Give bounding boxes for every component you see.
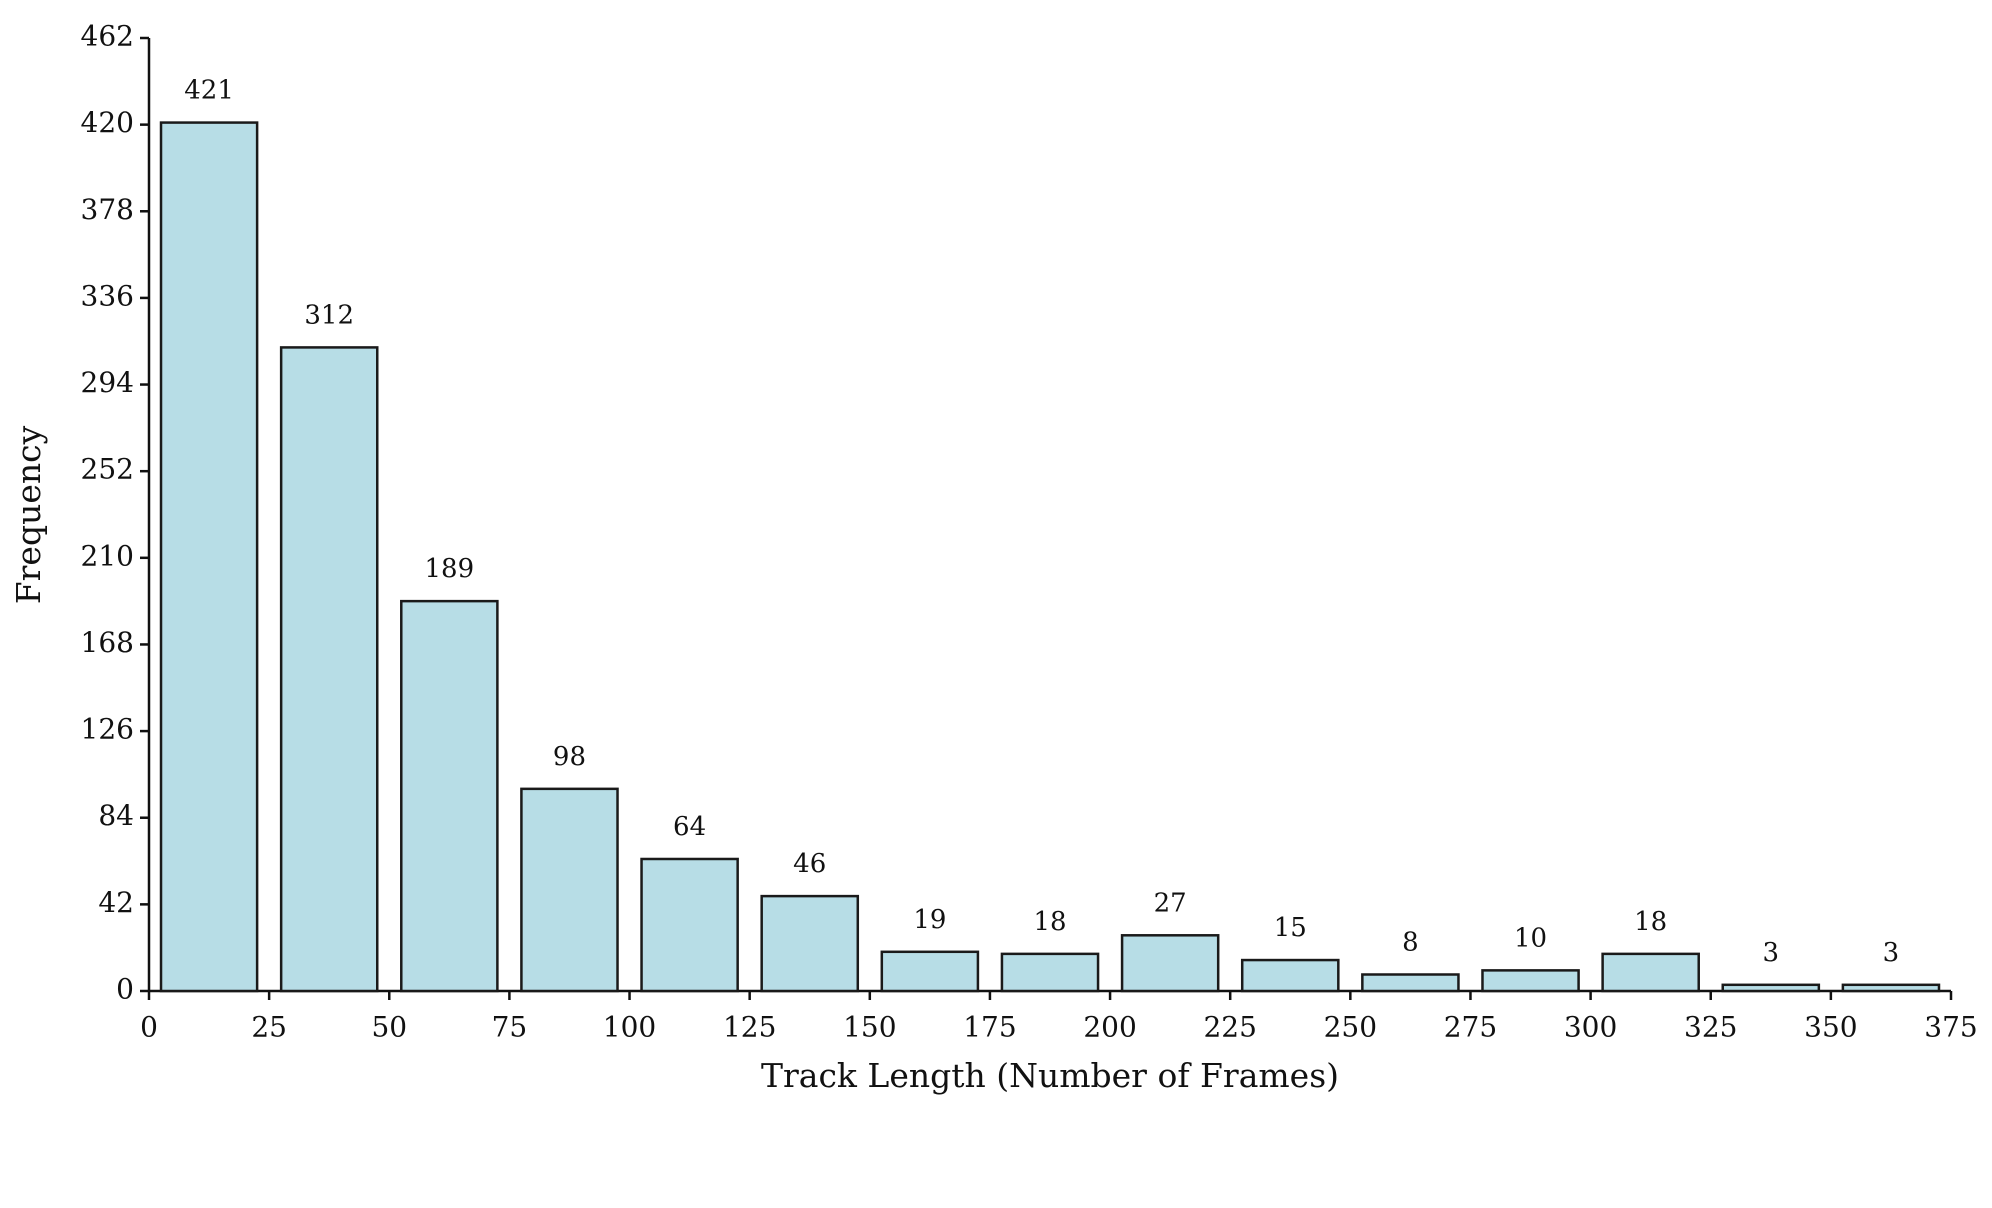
- y-tick-label: 462: [81, 20, 134, 53]
- x-tick-label: 75: [492, 1011, 528, 1044]
- value-label: 19: [913, 905, 946, 935]
- x-tick-label: 200: [1083, 1011, 1136, 1044]
- x-tick-label: 250: [1324, 1011, 1377, 1044]
- value-label: 98: [553, 742, 586, 772]
- x-tick-label: 375: [1924, 1011, 1977, 1044]
- y-tick-label: 210: [81, 539, 134, 572]
- bar: [1721, 983, 1821, 993]
- y-tick-label: 378: [81, 193, 134, 226]
- x-tick-label: 225: [1203, 1011, 1256, 1044]
- value-label: 18: [1033, 907, 1066, 937]
- value-label: 189: [425, 554, 475, 584]
- x-axis-label: Track Length (Number of Frames): [761, 1056, 1339, 1095]
- x-tick-label: 350: [1804, 1011, 1857, 1044]
- y-tick-label: 42: [98, 886, 134, 919]
- bar: [400, 599, 499, 993]
- y-tick-label: 420: [81, 106, 134, 139]
- bar: [1240, 958, 1340, 993]
- value-label: 27: [1154, 888, 1187, 918]
- bar: [880, 950, 980, 993]
- y-tick-label: 336: [81, 279, 134, 312]
- value-label: 421: [184, 76, 234, 106]
- x-tick-label: 275: [1444, 1011, 1497, 1044]
- y-tick-label: 294: [81, 366, 134, 399]
- bar: [1601, 952, 1700, 993]
- value-label: 18: [1634, 907, 1667, 937]
- x-tick-label: 300: [1564, 1011, 1617, 1044]
- bar: [640, 857, 739, 993]
- x-tick-label: 125: [723, 1011, 776, 1044]
- y-tick-label: 252: [81, 453, 134, 486]
- y-tick-label: 0: [116, 973, 134, 1006]
- bar: [520, 787, 619, 993]
- value-label: 8: [1402, 927, 1419, 957]
- x-tick-label: 50: [371, 1011, 407, 1044]
- x-tick-label: 100: [603, 1011, 656, 1044]
- y-tick-label: 126: [81, 713, 134, 746]
- x-tick-label: 150: [843, 1011, 896, 1044]
- value-label: 3: [1883, 938, 1900, 968]
- x-tick-label: 25: [251, 1011, 287, 1044]
- bar: [1120, 934, 1220, 993]
- y-tick-label: 168: [81, 626, 134, 659]
- value-label: 15: [1274, 913, 1307, 943]
- bar: [159, 121, 259, 993]
- y-tick-label: 84: [98, 799, 134, 832]
- value-label: 3: [1763, 938, 1780, 968]
- y-axis-label: Frequency: [9, 425, 48, 604]
- value-label: 10: [1514, 923, 1547, 953]
- value-label: 64: [673, 812, 706, 842]
- bar: [1841, 983, 1941, 993]
- bar: [1000, 952, 1100, 993]
- bar: [279, 346, 379, 993]
- x-tick-label: 175: [963, 1011, 1016, 1044]
- bar: [760, 894, 860, 993]
- x-tick-label: 325: [1684, 1011, 1737, 1044]
- bar: [1481, 969, 1580, 993]
- value-label: 46: [793, 849, 826, 879]
- value-label: 312: [304, 300, 354, 330]
- bar: [1361, 973, 1460, 993]
- x-tick-label: 0: [140, 1011, 158, 1044]
